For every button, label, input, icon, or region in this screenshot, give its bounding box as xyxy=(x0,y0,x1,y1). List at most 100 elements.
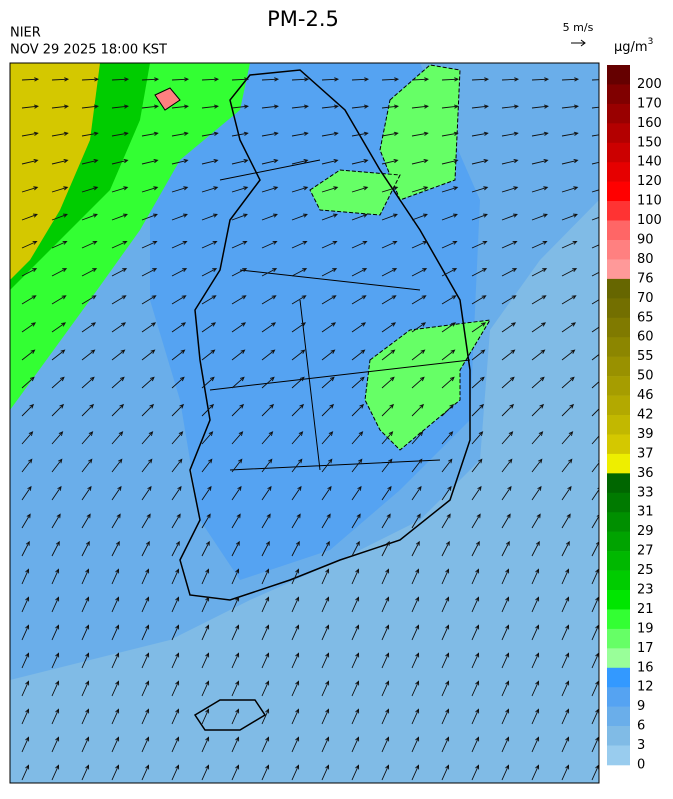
wind-arrow xyxy=(471,596,480,613)
colorbar-bin xyxy=(607,434,630,455)
wind-arrow xyxy=(471,513,481,529)
wind-arrow xyxy=(561,240,578,249)
wind-arrow xyxy=(261,485,272,501)
wind-arrow xyxy=(321,680,330,697)
wind-arrow xyxy=(471,540,480,557)
wind-arrow xyxy=(51,624,60,641)
map xyxy=(10,63,599,783)
wind-arrow xyxy=(21,104,39,109)
wind-arrow xyxy=(171,213,188,221)
wind-arrow xyxy=(261,431,274,445)
wind-arrow xyxy=(351,764,360,781)
wind-arrow xyxy=(501,568,510,585)
wind-arrow xyxy=(231,764,240,781)
wind-arrow xyxy=(21,322,37,333)
wind-arrow xyxy=(51,213,68,221)
wind-arrow xyxy=(351,268,368,277)
wind-arrow xyxy=(111,540,120,557)
colorbar-label: 46 xyxy=(637,388,654,403)
wind-arrow xyxy=(381,240,398,249)
wind-arrow xyxy=(81,159,99,165)
wind-arrow xyxy=(111,568,120,585)
wind-arrow xyxy=(441,708,450,725)
wind-arrow xyxy=(231,458,243,473)
wind-arrow xyxy=(441,540,450,557)
wind-arrow xyxy=(111,131,129,137)
wind-arrow xyxy=(501,708,510,725)
wind-arrow xyxy=(291,77,310,82)
wind-arrow xyxy=(291,596,300,613)
wind-arrow xyxy=(471,652,480,669)
wind-arrow xyxy=(291,624,300,641)
colorbar-bin xyxy=(607,278,630,299)
wind-arrow xyxy=(471,104,489,109)
colorbar-label: 36 xyxy=(637,466,654,481)
wind-arrow xyxy=(381,322,397,333)
wind-arrow xyxy=(51,322,67,333)
colorbar-bin xyxy=(607,453,630,474)
wind-arrow xyxy=(531,159,549,165)
wind-arrow xyxy=(141,268,158,277)
wind-arrow xyxy=(501,764,510,781)
wind-arrow xyxy=(81,652,90,669)
wind-arrow xyxy=(201,568,210,585)
wind-arrow xyxy=(351,349,366,361)
wind-arrow xyxy=(501,159,519,165)
wind-arrow xyxy=(291,131,309,137)
wind-arrow xyxy=(81,485,92,501)
wind-arrow xyxy=(591,79,599,81)
colorbar-label: 60 xyxy=(637,330,654,345)
wind-arrow xyxy=(231,485,242,501)
colorbar-label: 29 xyxy=(637,524,654,539)
wind-arrow xyxy=(111,268,128,277)
wind-arrow xyxy=(291,568,300,585)
wind-arrow xyxy=(261,764,270,781)
wind-arrow xyxy=(171,596,180,613)
colorbar-bin xyxy=(607,667,630,688)
wind-arrow xyxy=(111,652,120,669)
wind-arrow xyxy=(441,159,459,165)
wind-arrow xyxy=(141,295,157,305)
wind-arrow xyxy=(471,159,489,165)
colorbar-label: 160 xyxy=(637,116,662,131)
wind-arrow xyxy=(411,213,428,221)
wind-arrow xyxy=(351,240,368,249)
wind-arrow xyxy=(351,131,369,137)
wind-arrow xyxy=(321,485,332,501)
wind-arrow xyxy=(171,652,180,669)
wind-arrow xyxy=(531,764,540,781)
wind-arrow xyxy=(531,349,546,361)
colorbar-bin xyxy=(607,492,630,513)
wind-arrow xyxy=(321,131,339,137)
wind-arrow xyxy=(501,458,513,473)
wind-arrow xyxy=(141,431,154,445)
wind-arrow xyxy=(261,213,278,221)
wind-arrow xyxy=(111,458,123,473)
wind-arrow xyxy=(171,268,188,277)
wind-arrow xyxy=(81,77,100,82)
wind-arrow xyxy=(381,186,399,193)
wind-arrow xyxy=(231,159,249,165)
wind-arrow xyxy=(321,736,330,753)
wind-arrow xyxy=(201,159,219,165)
wind-arrow xyxy=(351,485,362,501)
wind-arrow xyxy=(171,458,183,473)
wind-arrow xyxy=(171,159,189,165)
wind-arrow xyxy=(441,376,455,389)
wind-arrow xyxy=(231,77,250,82)
wind-arrow xyxy=(351,736,360,753)
wind-arrow xyxy=(351,213,368,221)
wind-arrow xyxy=(51,186,69,193)
wind-arrow xyxy=(441,403,455,417)
wind-arrow xyxy=(321,240,338,249)
wind-arrow xyxy=(321,458,333,473)
wind-arrow xyxy=(21,268,38,277)
wind-arrow xyxy=(201,77,220,82)
colorbar-label: 27 xyxy=(637,544,654,559)
wind-arrow xyxy=(321,159,339,165)
colorbar-label: 16 xyxy=(637,660,654,675)
wind-arrow xyxy=(21,652,30,669)
wind-arrow xyxy=(201,680,210,697)
wind-arrow xyxy=(471,322,487,333)
